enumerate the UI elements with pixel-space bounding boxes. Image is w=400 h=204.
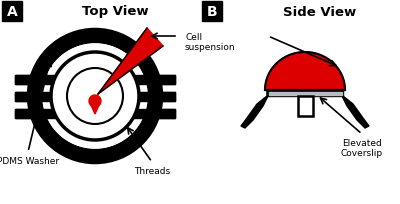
Text: PDMS Washer: PDMS Washer (0, 156, 59, 165)
Text: Top View: Top View (82, 6, 148, 18)
Text: Elevated
Coverslip: Elevated Coverslip (341, 138, 383, 158)
Polygon shape (98, 29, 163, 94)
Polygon shape (90, 104, 100, 114)
Text: B: B (207, 5, 217, 19)
Polygon shape (265, 53, 345, 91)
Bar (15, 109, 175, 118)
Circle shape (43, 45, 147, 148)
Text: Threads: Threads (134, 166, 170, 175)
Bar (268, 92, 342, 95)
Bar (2, 2, 22, 22)
Bar (15, 92, 175, 101)
Bar (298, 96, 313, 116)
Bar (298, 96, 313, 116)
Circle shape (33, 35, 157, 158)
Circle shape (89, 95, 101, 108)
Polygon shape (339, 91, 369, 128)
Polygon shape (241, 91, 271, 128)
Circle shape (51, 53, 139, 140)
Bar (267, 91, 343, 96)
Bar (202, 2, 222, 22)
Text: A: A (7, 5, 17, 19)
Bar (15, 92, 175, 101)
Circle shape (43, 45, 147, 148)
Text: Cell
suspension: Cell suspension (185, 33, 236, 52)
Text: Side View: Side View (283, 6, 357, 18)
Bar (15, 75, 175, 84)
Bar (15, 75, 175, 84)
Bar (15, 109, 175, 118)
